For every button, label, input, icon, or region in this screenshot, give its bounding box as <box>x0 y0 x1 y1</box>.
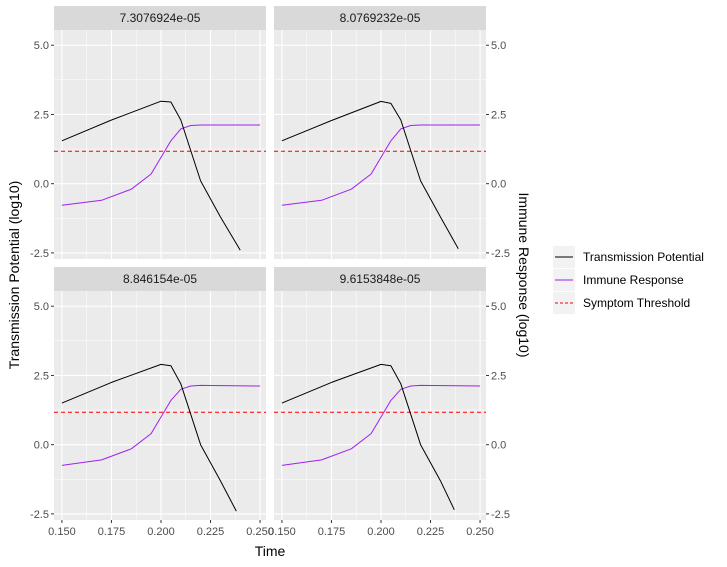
facet-strip-label: 7.3076924e-05 <box>120 11 201 25</box>
legend: Transmission Potential Immune Response Sym… <box>553 246 704 314</box>
x-tick-label: 0.175 <box>318 526 346 538</box>
y-axis-title-right: Immune Response (log10) <box>516 193 532 358</box>
x-tick-label: 0.225 <box>417 526 445 538</box>
y-tick-label-left: 5.0 <box>34 301 49 313</box>
y-tick-label-left: -2.5 <box>30 248 49 260</box>
facet-panel: 9.6153848e-05 <box>274 267 486 520</box>
immune-response-line <box>61 384 261 466</box>
panel-background <box>274 291 486 520</box>
facet-strip <box>54 6 266 30</box>
facet-panel: 8.846154e-05 <box>54 267 266 520</box>
y-tick-label-right: 2.5 <box>491 109 506 121</box>
facet-strip-label: 8.846154e-05 <box>123 272 197 286</box>
transmission-potential-line <box>281 100 459 250</box>
transmission-potential-line <box>281 363 455 511</box>
y-tick-label-right: 0.0 <box>491 440 506 452</box>
y-tick-label-left: 2.5 <box>34 370 49 382</box>
facet-strip-label: 9.6153848e-05 <box>340 272 421 286</box>
x-tick-label: 0.200 <box>147 526 175 538</box>
x-tick-label: 0.175 <box>98 526 126 538</box>
x-tick-label: 0.200 <box>367 526 395 538</box>
facet-strip <box>274 267 486 291</box>
immune-response-line <box>281 384 481 466</box>
immune-response-line <box>281 124 481 206</box>
x-tick-label: 0.250 <box>246 526 274 538</box>
facet-strip-label: 8.0769232e-05 <box>340 11 421 25</box>
y-tick-label-left: 2.5 <box>34 109 49 121</box>
y-tick-label-right: -2.5 <box>491 248 510 260</box>
panel-background <box>274 30 486 259</box>
legend-label: Transmission Potential <box>583 250 704 264</box>
legend-label: Immune Response <box>583 273 684 287</box>
x-tick-label: 0.225 <box>197 526 225 538</box>
facet-strip <box>54 267 266 291</box>
y-tick-label-left: 0.0 <box>34 440 49 452</box>
y-tick-label-right: 5.0 <box>491 40 506 52</box>
y-tick-label-left: -2.5 <box>30 509 49 521</box>
y-tick-label-left: 0.0 <box>34 179 49 191</box>
facet-panel: 7.3076924e-05 <box>54 6 266 259</box>
y-axis-title-left: Transmission Potential (log10) <box>6 181 22 370</box>
y-tick-label-right: 0.0 <box>491 179 506 191</box>
transmission-potential-line <box>61 363 237 512</box>
immune-response-line <box>61 124 261 206</box>
x-tick-label: 0.250 <box>466 526 494 538</box>
y-tick-label-right: 5.0 <box>491 301 506 313</box>
y-tick-label-right: -2.5 <box>491 509 510 521</box>
x-tick-label: 0.150 <box>268 526 296 538</box>
panel-background <box>54 291 266 520</box>
legend-key <box>553 292 575 314</box>
x-axis-title: Time <box>255 543 286 559</box>
y-tick-label-right: 2.5 <box>491 370 506 382</box>
x-tick-label: 0.150 <box>48 526 76 538</box>
facet-panel: 8.0769232e-05 <box>274 6 486 259</box>
panel-background <box>54 30 266 259</box>
transmission-potential-line <box>61 100 241 251</box>
legend-label: Symptom Threshold <box>583 296 690 310</box>
facet-strip <box>274 6 486 30</box>
y-tick-label-left: 5.0 <box>34 40 49 52</box>
